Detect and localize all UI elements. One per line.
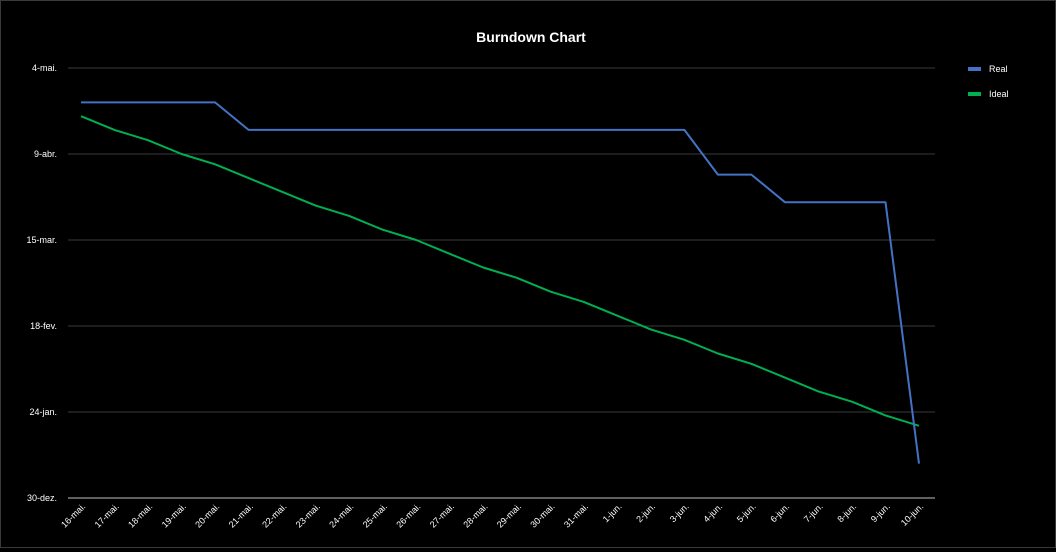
x-tick-label: 27-mai. [428, 501, 456, 529]
legend-swatch-ideal [968, 92, 981, 96]
x-tick-label: 5-jun. [735, 501, 758, 524]
x-tick-label: 18-mai. [126, 501, 154, 529]
series-lines [80, 101, 920, 464]
x-tick-label: 3-jun. [668, 501, 691, 524]
chart-title: Burndown Chart [476, 29, 586, 45]
x-tick-label: 25-mai. [361, 501, 389, 529]
x-tick-label: 10-jun. [899, 501, 926, 528]
series-line-real [81, 101, 920, 464]
x-tick-label: 4-jun. [701, 501, 724, 524]
x-tick-label: 9-jun. [869, 501, 892, 524]
x-tick-label: 8-jun. [835, 501, 858, 524]
y-tick-label: 9-abr. [34, 149, 57, 159]
y-tick-label: 4-mai. [32, 63, 57, 73]
x-axis-tick-labels: 16-mai. 17-mai. 18-mai. 19-mai. 20-mai. 21-ma… [59, 501, 925, 529]
y-tick-label: 24-jan. [29, 407, 57, 417]
x-tick-label: 31-mai. [562, 501, 590, 529]
x-tick-label: 26-mai. [394, 501, 422, 529]
y-axis-tick-labels: 30-dez. 24-jan. 18-fev. 15-mar. 9-abr. 4-mai. [26, 63, 57, 503]
x-tick-label: 21-mai. [227, 501, 255, 529]
x-tick-label: 23-mai. [294, 501, 322, 529]
y-tick-label: 30-dez. [27, 493, 57, 503]
x-tick-label: 20-mai. [193, 501, 221, 529]
x-tick-label: 17-mai. [93, 501, 121, 529]
x-tick-label: 19-mai. [160, 501, 188, 529]
x-tick-label: 30-mai. [528, 501, 556, 529]
x-tick-label: 28-mai. [461, 501, 489, 529]
series-line-ideal [80, 115, 920, 427]
y-tick-label: 18-fev. [30, 321, 57, 331]
x-tick-label: 6-jun. [768, 501, 791, 524]
x-tick-label: 7-jun. [802, 501, 825, 524]
legend-swatch-real [968, 67, 981, 71]
x-tick-label: 29-mai. [495, 501, 523, 529]
x-tick-label: 22-mai. [260, 501, 288, 529]
x-tick-label: 24-mai. [327, 501, 355, 529]
legend-label-ideal: Ideal [989, 89, 1009, 99]
x-tick-label: 2-jun. [634, 501, 657, 524]
y-tick-label: 15-mar. [26, 235, 57, 245]
legend-label-real: Real [989, 64, 1008, 74]
grid-lines [68, 67, 935, 499]
legend: Real Ideal [968, 64, 1009, 99]
x-tick-label: 1-jun. [601, 501, 624, 524]
x-tick-label: 16-mai. [59, 501, 87, 529]
